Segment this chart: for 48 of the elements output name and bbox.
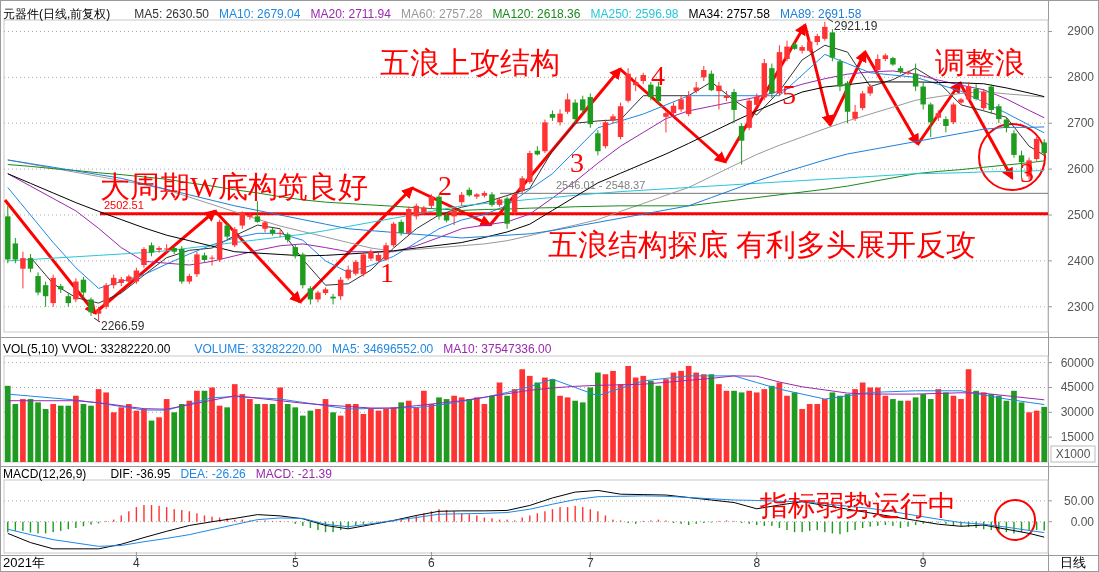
annotation: MACD: -21.39 (255, 467, 333, 481)
y-tick-label: 2900 (1067, 24, 1095, 39)
annotation: 1 (380, 257, 394, 288)
text: MA34: 2757.58 (688, 7, 771, 21)
text: MA120: 2618.36 (492, 7, 581, 21)
chart-title: 元器件(日线,前复权) (3, 7, 111, 21)
annotation: 2921.19 (834, 19, 878, 33)
annotation: 3 (570, 147, 584, 178)
annotation: 2266.59 (101, 319, 145, 333)
text: MA60: 2757.28 (400, 7, 483, 21)
y-tick-label: 0.00 (1070, 514, 1095, 529)
y-tick-label: 50.00 (1063, 493, 1095, 508)
annotation: 4 (651, 60, 665, 91)
text: VOLUME: 33282220.00 (194, 342, 323, 356)
y-axis-title: X1000 (1055, 447, 1091, 461)
y-tick-label: 2700 (1067, 116, 1095, 131)
text: DIF: -36.95 (110, 467, 171, 481)
y-tick-label: 60000 (1060, 355, 1095, 370)
text: MA5: 2630.50 (134, 7, 210, 21)
text: MA10: 2679.04 (219, 7, 301, 21)
y-tick-label: 2300 (1067, 299, 1095, 314)
y-tick-label: 2400 (1067, 253, 1095, 268)
text: 2021年 (3, 555, 45, 570)
text: DEA: -26.26 (180, 467, 247, 481)
y-tick-label: 30000 (1060, 405, 1095, 420)
chart-title: VOL(5,10) VVOL: 33282220.00 (3, 342, 171, 356)
y-tick-label: 2500 (1067, 208, 1095, 222)
x-tick-label: 7 (586, 556, 594, 570)
x-tick-label: 4 (133, 556, 141, 570)
x-tick-label: 9 (919, 556, 927, 570)
text: MA5: 34696552.00 (331, 342, 434, 356)
x-tick-label: 5 (291, 556, 299, 570)
y-tick-label: 2800 (1067, 70, 1095, 85)
x-tick-label: 6 (428, 556, 436, 570)
text: MA89: 2691.58 (779, 7, 862, 21)
y-tick-label: 45000 (1060, 380, 1095, 395)
annotation: 2 (438, 170, 452, 201)
x-tick-label: 8 (753, 556, 761, 570)
annotation: 五浪上攻结构 (380, 46, 560, 79)
y-tick-label: 2600 (1067, 162, 1095, 177)
text: MA250: 2596.98 (590, 7, 679, 21)
text: 日线 (1060, 555, 1086, 570)
text: MA10: 37547336.00 (443, 342, 552, 356)
text: MA20: 2711.94 (310, 7, 392, 21)
y-tick-label: 15000 (1060, 430, 1095, 445)
annotation: 调整浪 (935, 45, 1025, 79)
annotation: 五浪结构探底 有利多头展开反攻 (548, 228, 976, 261)
chart-title: MACD(12,26,9) (3, 467, 87, 481)
